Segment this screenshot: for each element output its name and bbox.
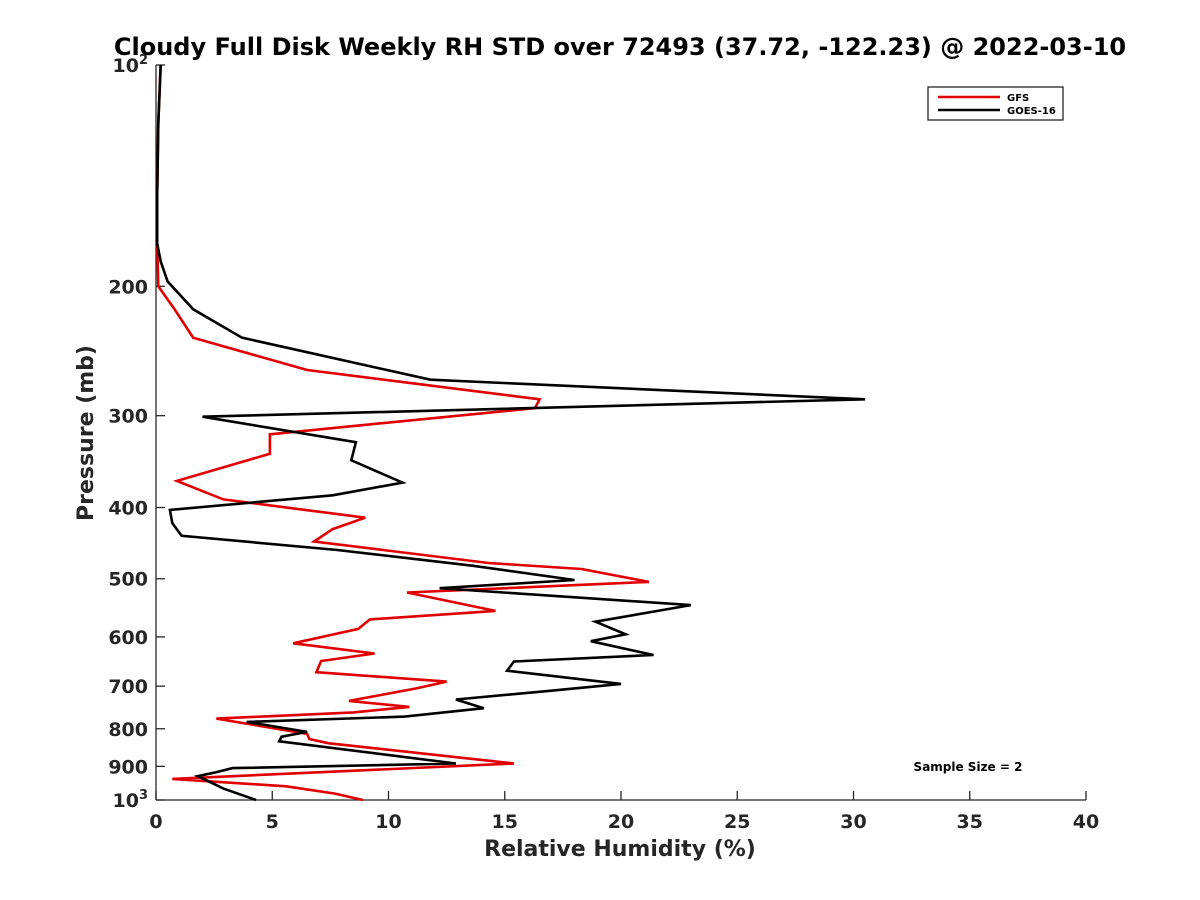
x-tick-label: 5 <box>266 811 279 833</box>
x-tick-label: 35 <box>957 811 983 833</box>
x-tick-label: 20 <box>608 811 634 833</box>
y-tick-label: 800 <box>108 719 148 741</box>
y-tick-label: 500 <box>108 569 148 591</box>
legend-label-gfs: GFS <box>1007 93 1029 104</box>
x-tick-label: 15 <box>492 811 518 833</box>
x-tick-label: 0 <box>149 811 162 833</box>
legend: GFS GOES-16 <box>927 86 1064 121</box>
sample-size-annotation: Sample Size = 2 <box>914 760 1023 774</box>
y-axis-label: Pressure (mb) <box>74 345 99 521</box>
plot-area: 0 5 10 15 20 25 30 35 40 102 200 300 400 500 600 700 800… <box>108 53 1099 833</box>
y-tick-label: 103 <box>113 788 149 812</box>
y-tick-label: 600 <box>108 627 148 649</box>
x-tick-label: 25 <box>724 811 750 833</box>
x-axis-label: Relative Humidity (%) <box>484 837 756 862</box>
series-line-gfs <box>155 64 650 802</box>
y-tick-label: 400 <box>108 498 148 520</box>
x-tick-label: 40 <box>1073 811 1099 833</box>
y-tick-label: 300 <box>108 406 148 428</box>
legend-label-goes16: GOES-16 <box>1007 106 1056 117</box>
y-tick-label: 700 <box>108 676 148 698</box>
legend-box <box>927 86 1064 121</box>
y-tick-label: 900 <box>108 756 148 778</box>
series-line-goes16 <box>155 64 866 802</box>
x-tick-label: 10 <box>375 811 401 833</box>
y-tick-label: 102 <box>113 53 149 77</box>
x-tick-label: 30 <box>840 811 866 833</box>
y-tick-label: 200 <box>108 276 148 298</box>
chart-title: Cloudy Full Disk Weekly RH STD over 7249… <box>114 33 1126 61</box>
